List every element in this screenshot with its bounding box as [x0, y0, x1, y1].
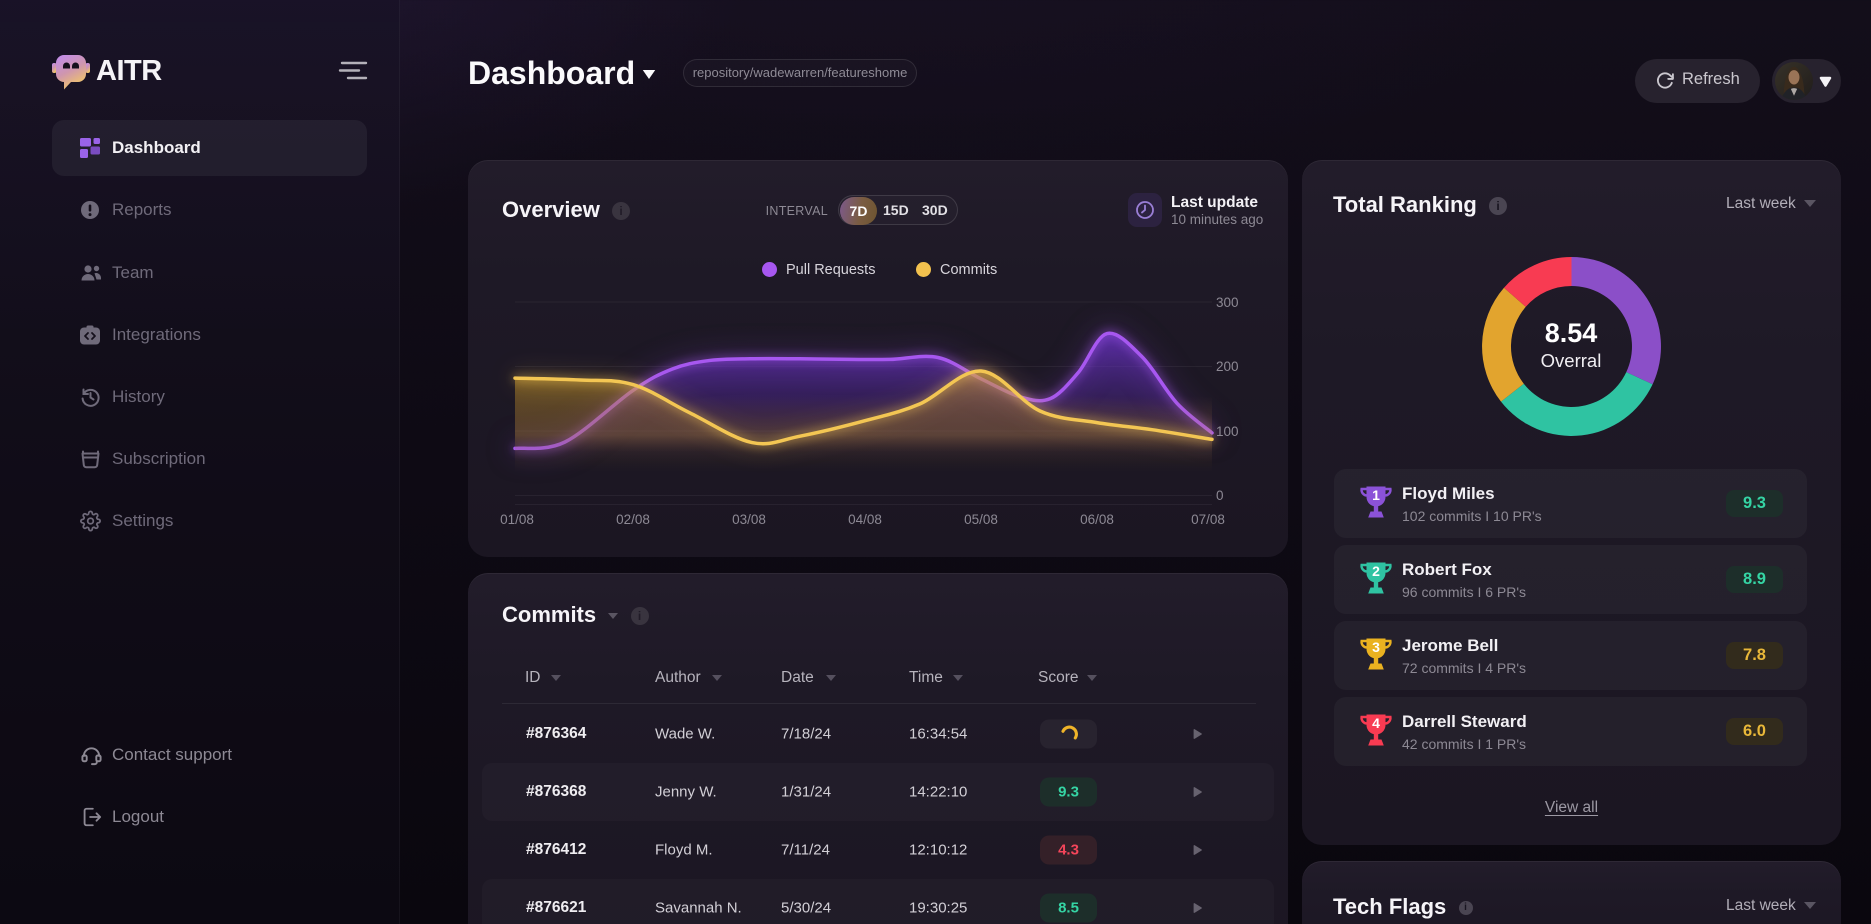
svg-text:2: 2 — [1372, 563, 1380, 579]
svg-text:03/08: 03/08 — [732, 512, 766, 527]
svg-text:4: 4 — [1372, 715, 1380, 731]
svg-text:300: 300 — [1216, 295, 1239, 310]
svg-text:200: 200 — [1216, 359, 1239, 374]
svg-text:01/08: 01/08 — [500, 512, 534, 527]
svg-text:0: 0 — [1216, 488, 1224, 503]
svg-text:100: 100 — [1216, 424, 1239, 439]
svg-text:07/08: 07/08 — [1191, 512, 1225, 527]
svg-text:3: 3 — [1372, 639, 1380, 655]
svg-text:02/08: 02/08 — [616, 512, 650, 527]
svg-text:05/08: 05/08 — [964, 512, 998, 527]
svg-text:04/08: 04/08 — [848, 512, 882, 527]
svg-text:1: 1 — [1372, 487, 1380, 503]
svg-text:06/08: 06/08 — [1080, 512, 1114, 527]
